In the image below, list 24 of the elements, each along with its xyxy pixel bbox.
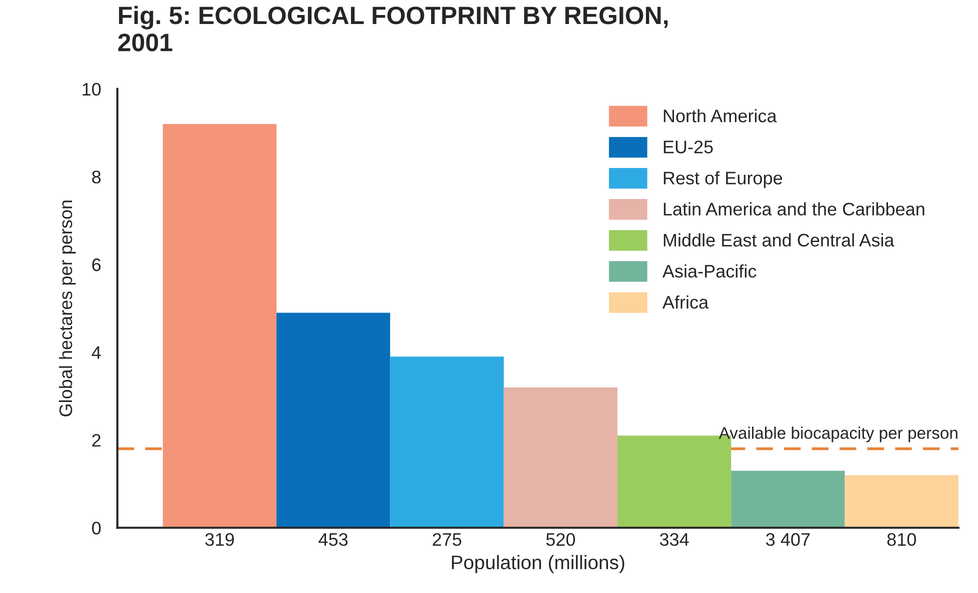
y-tick-label: 6 bbox=[92, 258, 101, 272]
x-tick-label: 275 bbox=[432, 533, 462, 546]
x-tick-label: 319 bbox=[205, 533, 234, 546]
legend-label: Asia-Pacific bbox=[662, 264, 756, 278]
x-tick-label: 810 bbox=[887, 533, 916, 546]
legend-label: Latin America and the Caribbean bbox=[664, 202, 924, 216]
x-axis-title: Population (millions) bbox=[452, 555, 624, 574]
legend-label: Rest of Europe bbox=[664, 171, 782, 188]
x-tick-label: 453 bbox=[318, 533, 348, 546]
legend-label: Middle East and Central Asia bbox=[664, 233, 894, 247]
y-axis-title: Global hectares per person bbox=[58, 200, 76, 416]
legend-label: EU-25 bbox=[664, 140, 713, 154]
y-tick-label: 10 bbox=[82, 82, 101, 96]
legend-label: Africa bbox=[662, 295, 709, 309]
y-tick-label: 2 bbox=[92, 434, 100, 447]
chart-title: Fig. 5: ECOLOGICAL FOOTPRINT BY REGION, 2001 bbox=[118, 6, 668, 52]
x-tick-label: 520 bbox=[546, 533, 575, 546]
y-tick-label: 0 bbox=[92, 522, 101, 534]
x-tick-label: 3 407 bbox=[766, 533, 810, 546]
y-tick-label: 4 bbox=[92, 346, 101, 359]
legend-label: North America bbox=[664, 109, 777, 122]
x-tick-label: 334 bbox=[660, 533, 689, 546]
y-tick-label: 8 bbox=[92, 170, 101, 184]
ref-line-label: Available biocapacity per person bbox=[718, 426, 958, 442]
